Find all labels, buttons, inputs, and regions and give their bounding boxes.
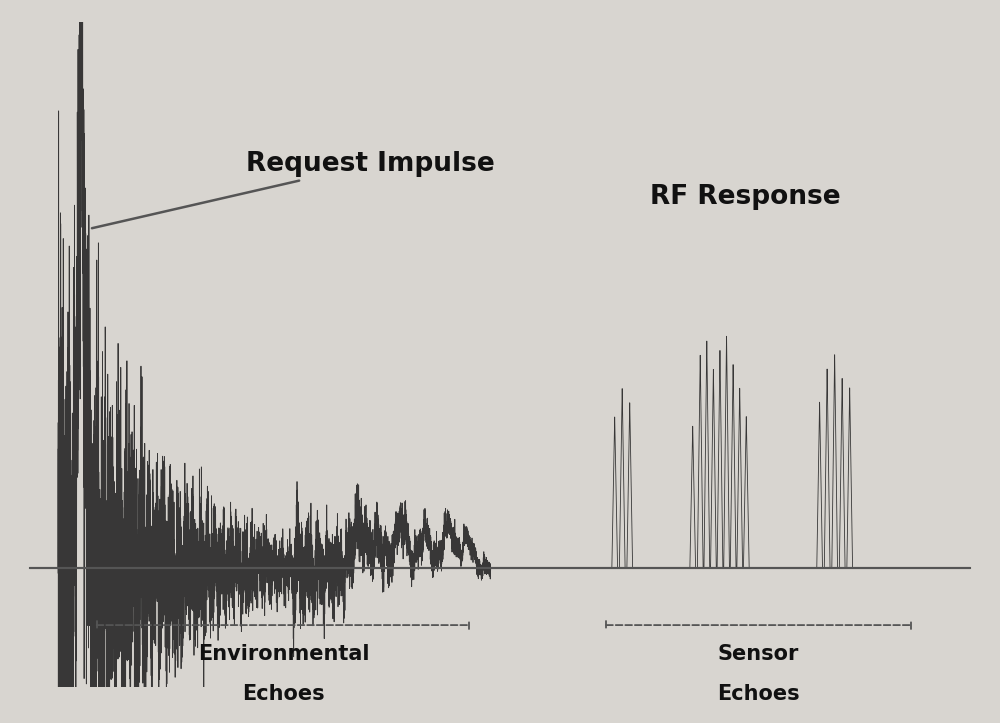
Text: Echoes: Echoes (717, 685, 800, 704)
Text: Echoes: Echoes (242, 685, 325, 704)
Text: Environmental: Environmental (198, 644, 370, 664)
Text: Sensor: Sensor (718, 644, 799, 664)
Text: Request Impulse: Request Impulse (92, 151, 495, 228)
Text: RF Response: RF Response (650, 184, 841, 210)
